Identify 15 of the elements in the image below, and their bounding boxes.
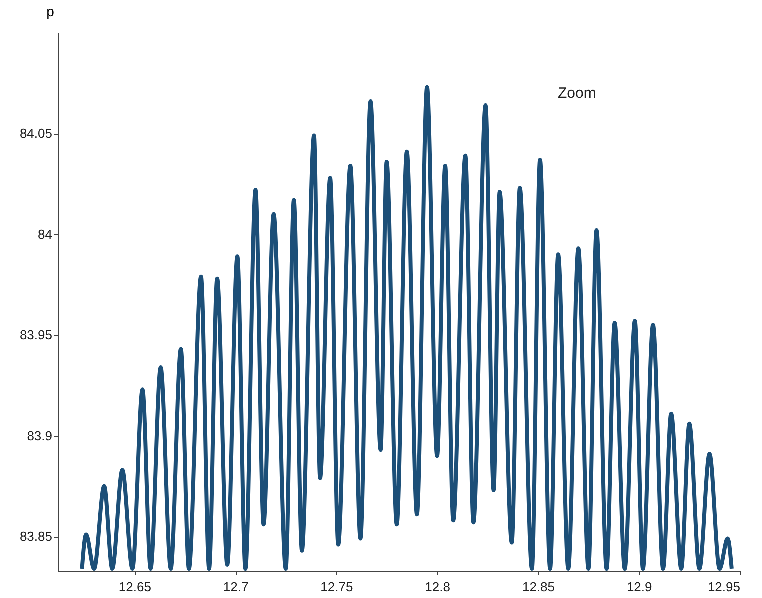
x-tick-label: 12.65: [118, 580, 152, 594]
y-tick-label: 83.85: [20, 529, 52, 544]
x-tick-label: 12.85: [522, 580, 555, 594]
x-tick-label: 12.95: [708, 580, 740, 594]
annotation: Zoom: [558, 85, 596, 102]
x-tick-label: 12.9: [626, 580, 652, 594]
y-tick-label: 83.9: [27, 428, 52, 444]
x-tick-label: 12.7: [223, 580, 249, 594]
x-tick-label: 12.75: [320, 580, 354, 594]
x-tick-label: 12.8: [425, 580, 450, 594]
line-series: [80, 85, 734, 571]
y-axis-title: p: [46, 4, 55, 20]
y-tick-label: 84: [38, 227, 52, 242]
y-tick-label: 84.05: [20, 126, 52, 142]
y-tick-label: 83.95: [20, 328, 52, 343]
